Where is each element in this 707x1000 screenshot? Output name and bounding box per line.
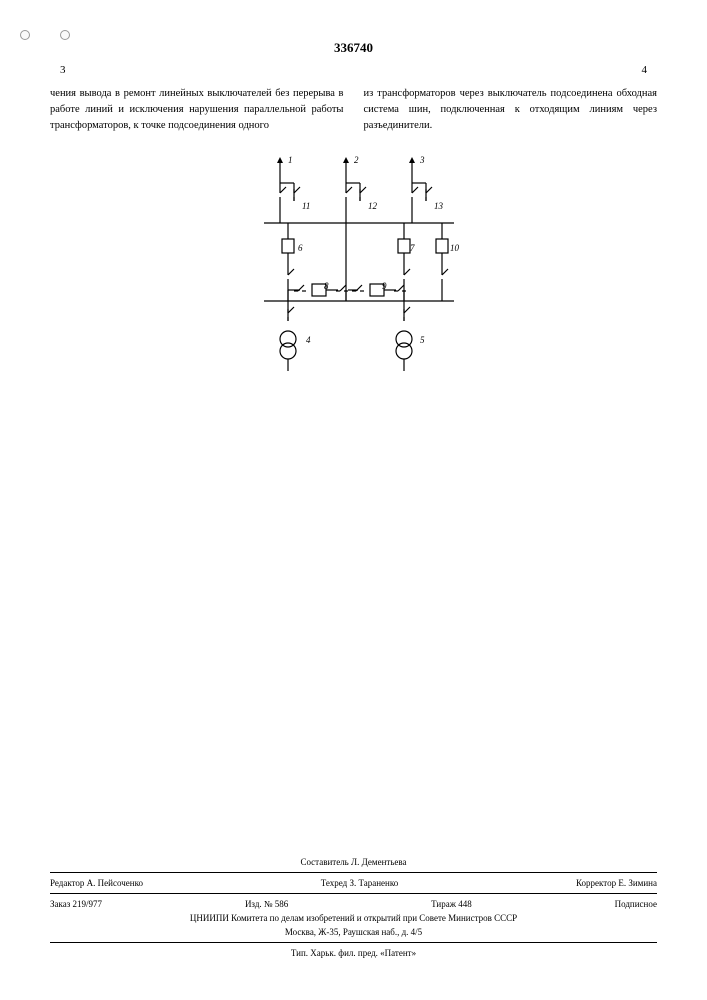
page-right-marker: 4 (642, 64, 648, 76)
order: Заказ 219/977 (50, 899, 102, 909)
svg-text:3: 3 (419, 155, 425, 165)
document-number: 336740 (50, 40, 657, 56)
svg-text:9: 9 (382, 281, 387, 291)
diagram-svg: 12345678910111213 (224, 153, 484, 383)
svg-text:6: 6 (298, 243, 303, 253)
print-row: Заказ 219/977 Изд. № 586 Тираж 448 Подпи… (50, 897, 657, 911)
address: Москва, Ж-35, Раушская наб., д. 4/5 (50, 925, 657, 939)
page: 336740 3 4 чения вывода в ремонт линейны… (0, 0, 707, 1000)
divider (50, 893, 657, 894)
org: ЦНИИПИ Комитета по делам изобретений и о… (50, 911, 657, 925)
hole (20, 30, 30, 40)
svg-text:7: 7 (410, 243, 415, 253)
hole (60, 30, 70, 40)
page-left-marker: 3 (60, 64, 66, 76)
svg-text:12: 12 (368, 201, 378, 211)
page-markers: 3 4 (50, 64, 657, 76)
subscription: Подписное (615, 899, 657, 909)
svg-text:5: 5 (420, 335, 425, 345)
footer: Составитель Л. Дементьева Редактор А. Пе… (50, 855, 657, 960)
body-columns: чения вывода в ремонт линейных выключате… (50, 86, 657, 133)
left-column: чения вывода в ремонт линейных выключате… (50, 86, 344, 133)
circuit-diagram: 12345678910111213 (50, 153, 657, 383)
divider (50, 942, 657, 943)
printer: Тип. Харьк. фил. пред. «Патент» (50, 946, 657, 960)
svg-text:13: 13 (434, 201, 444, 211)
svg-text:11: 11 (302, 201, 310, 211)
tirazh: Тираж 448 (431, 899, 472, 909)
right-column: из трансформаторов через выключатель под… (364, 86, 658, 133)
svg-text:8: 8 (324, 281, 329, 291)
svg-text:4: 4 (306, 335, 311, 345)
divider (50, 872, 657, 873)
svg-text:2: 2 (354, 155, 359, 165)
izd: Изд. № 586 (245, 899, 288, 909)
svg-text:10: 10 (450, 243, 460, 253)
techred: Техред З. Тараненко (321, 878, 399, 888)
editor: Редактор А. Пейсоченко (50, 878, 143, 888)
svg-text:1: 1 (288, 155, 293, 165)
punch-holes (20, 30, 70, 40)
corrector: Корректор Е. Зимина (576, 878, 657, 888)
credits-row: Редактор А. Пейсоченко Техред З. Таранен… (50, 876, 657, 890)
compiler: Составитель Л. Дементьева (50, 855, 657, 869)
